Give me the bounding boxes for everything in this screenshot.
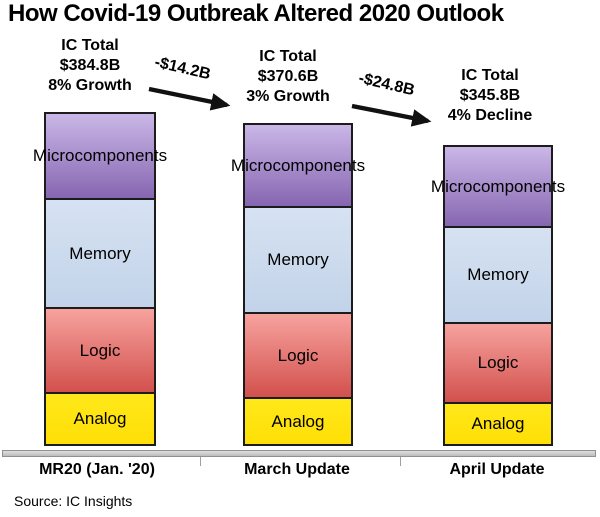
bar-segment-microcomponents: Microcomponents	[431, 145, 565, 228]
bar-segment-memory: Memory	[243, 206, 353, 314]
bar-segment-label: Memory	[467, 265, 529, 284]
annotation-line-label: IC Total	[461, 67, 519, 84]
annotation-line-value: $370.6B	[257, 68, 319, 85]
bar-segment-label: Microcomponents	[430, 176, 566, 196]
bar-segment-label: Analog	[73, 409, 127, 428]
bar-segment-label: Logic	[477, 353, 519, 372]
bar-segment-analog: Analog	[243, 397, 353, 446]
annotation-line-label: IC Total	[61, 37, 119, 54]
bar-segment-logic: Logic	[44, 307, 156, 394]
category-label-1: MR20 (Jan. '20)	[39, 461, 155, 478]
axis-baseline	[2, 450, 596, 457]
bar-segment-analog: Analog	[443, 402, 553, 446]
bar-segment-label: Analog	[471, 414, 525, 433]
bar-segment-memory: Memory	[44, 198, 156, 309]
bar-segment-logic: Logic	[443, 322, 553, 404]
bar-segment-label: Logic	[277, 345, 319, 365]
annotation-line-value: $345.8B	[459, 87, 521, 104]
source-note: Source: IC Insights	[14, 493, 133, 509]
bar-segment-label: Memory	[69, 243, 131, 263]
bar-segment-analog: Analog	[44, 392, 156, 446]
axis-tick-1	[200, 457, 201, 466]
bar-segment-label: Logic	[79, 340, 121, 360]
stacked-bar-3: Microcomponents Memory Logic Analog	[431, 145, 565, 446]
bar-segment-label: Microcomponents	[230, 155, 366, 175]
stacked-bar-2: Microcomponents Memory Logic Analog	[231, 123, 365, 446]
category-label-2: March Update	[244, 461, 350, 478]
chart-title: How Covid-19 Outbreak Altered 2020 Outlo…	[8, 0, 504, 27]
annotation-line-change: 4% Decline	[447, 107, 533, 124]
bar-segment-microcomponents: Microcomponents	[231, 123, 365, 208]
annotation-bar-1: IC Total $384.8B 8% Growth	[48, 36, 132, 96]
annotation-line-change: 8% Growth	[48, 77, 132, 94]
annotation-bar-2: IC Total $370.6B 3% Growth	[246, 47, 330, 107]
bar-segment-label: Memory	[267, 250, 329, 269]
bar-segment-label: Analog	[271, 411, 325, 431]
bar-segment-label: Microcomponents	[32, 146, 168, 165]
bar-segment-logic: Logic	[243, 312, 353, 399]
axis-tick-2	[400, 457, 401, 466]
category-label-3: April Update	[449, 461, 545, 478]
bar-segment-memory: Memory	[443, 226, 553, 324]
stacked-bar-1: Microcomponents Memory Logic Analog	[33, 112, 167, 446]
annotation-line-label: IC Total	[259, 48, 317, 65]
bar-segment-microcomponents: Microcomponents	[33, 112, 167, 200]
annotation-bar-3: IC Total $345.8B 4% Decline	[448, 66, 532, 126]
annotation-line-value: $384.8B	[59, 57, 121, 74]
annotation-line-change: 3% Growth	[246, 88, 330, 105]
